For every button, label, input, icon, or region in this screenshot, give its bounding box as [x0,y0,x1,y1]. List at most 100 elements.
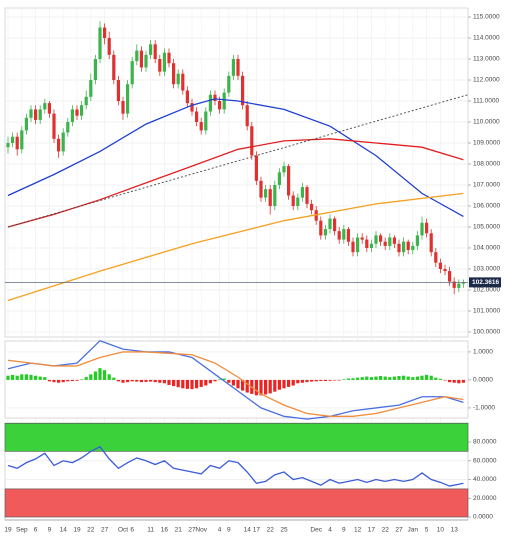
histogram-bar [420,375,424,380]
candle-body [310,203,314,211]
candle-body [38,109,42,120]
candle-body [231,59,235,76]
histogram-bar [425,374,429,380]
histogram-bar [121,379,125,383]
histogram-bar [167,379,171,385]
candle-body [190,103,194,112]
histogram-bar [185,379,189,389]
candle-body [20,130,24,150]
panel-frame [4,7,469,338]
candle-body [319,220,323,236]
histogram-bar [351,378,355,380]
histogram-bar [296,379,300,384]
candle-body [89,80,93,97]
histogram-bar [397,376,401,380]
indicator-line [7,192,464,302]
candle-body [259,180,263,198]
candle-body [411,245,415,251]
histogram-bar [222,378,226,380]
y-tick-label: 40.0000 [473,476,497,483]
histogram-bar [126,379,130,383]
candle-body [452,281,456,288]
histogram-bar [43,377,47,380]
candle-body [61,132,65,152]
candle-body [241,75,245,106]
candle-body [195,111,199,123]
x-tick-label: 21 [175,527,183,534]
indicator-line [7,339,464,420]
histogram-bar [268,379,272,394]
x-tick-label: 5 [425,527,429,534]
candle-body [369,243,373,248]
histogram-bar [379,376,383,380]
candle-body [103,27,107,39]
candle-body [107,38,111,55]
histogram-bar [66,379,70,382]
x-tick-label: Oct [118,527,128,534]
histogram-bar [172,379,176,387]
candle-body [273,184,277,206]
histogram-bar [277,379,281,390]
y-tick-label: 0.0000 [473,514,493,521]
candle-body [434,252,438,263]
x-tick-label: 22 [87,527,95,534]
candle-body [93,59,97,81]
x-tick-label: 6 [130,527,134,534]
candle-body [24,117,28,131]
candle-body [429,233,433,253]
histogram-bar [158,379,162,383]
candle-body [167,52,171,64]
histogram-bar [346,378,350,380]
y-tick-label: 111.0000 [473,98,500,105]
indicator-line [7,138,464,228]
x-tick-label: 4 [218,527,222,534]
zone-band [4,488,469,518]
histogram-bar [153,379,157,383]
candle-body [415,235,419,246]
histogram-bar [236,379,240,389]
candle-body [80,105,84,116]
histogram-bar [112,377,116,380]
x-tick-label: 14 [60,527,68,534]
histogram-bar [149,379,153,382]
x-tick-label: 25 [280,527,288,534]
candle-body [139,50,143,68]
x-tick-label: 9 [342,527,346,534]
x-tick-label: 11 [147,527,154,534]
x-tick-label: 14 [244,527,252,534]
x-tick-label: 4 [328,527,332,534]
histogram-bar [70,379,74,382]
candle-body [208,94,212,112]
histogram-bar [190,379,194,390]
x-tick-label: 12 [354,527,362,534]
candle-body [75,109,79,116]
x-tick-label: 22 [382,527,390,534]
y-tick-label: 108.0000 [473,161,500,168]
candle-body [388,237,392,246]
candle-body [360,237,364,240]
histogram-bar [227,379,231,383]
histogram-bar [402,375,406,380]
y-tick-label: 105.0000 [473,224,500,231]
histogram-bar [52,379,56,383]
x-tick-label: 27 [101,527,109,534]
candle-body [149,44,153,55]
y-tick-label: 102.0000 [473,287,500,294]
x-tick-label: 17 [253,527,261,534]
candle-body [268,189,272,206]
candle-body [116,80,120,102]
histogram-bar [434,377,438,380]
y-tick-label: 101.0000 [473,308,500,315]
x-tick-label: 13 [451,527,459,534]
x-tick-label: 9 [227,527,231,534]
candle-body [342,229,346,240]
candle-body [57,138,61,152]
y-tick-label: -1.0000 [473,405,495,412]
candle-body [213,94,217,102]
histogram-bar [135,379,139,382]
histogram-bar [130,379,134,382]
candle-body [383,241,387,246]
candle-body [356,237,360,253]
candle-body [296,197,300,206]
